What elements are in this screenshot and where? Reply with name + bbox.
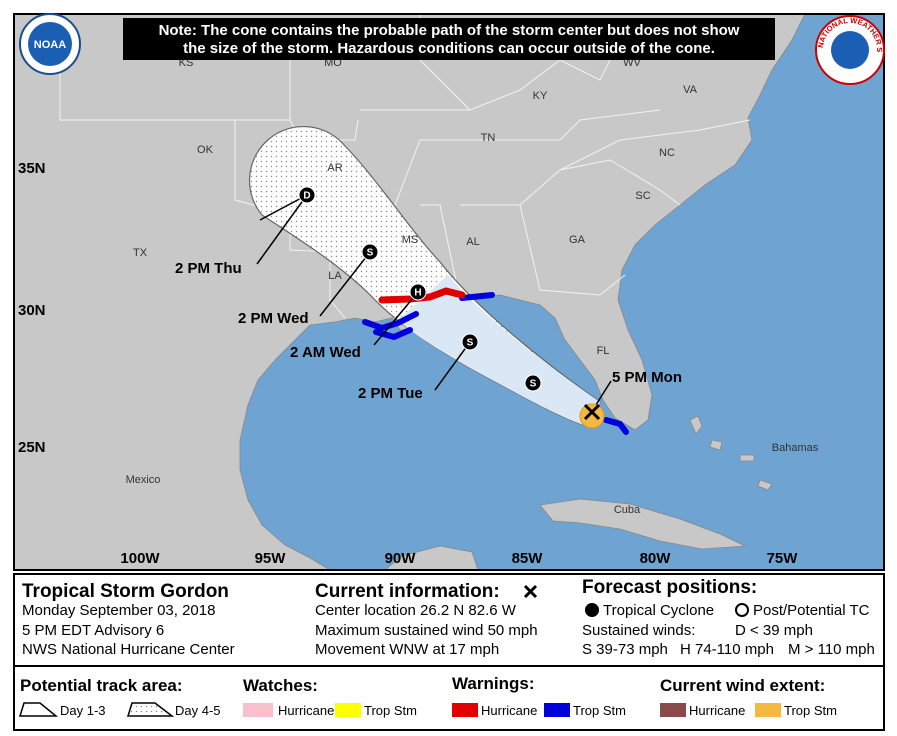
day45-icon [126,702,175,717]
forecast-time: 5 PM Mon [612,369,682,386]
forecast-time: 2 PM Tue [358,385,423,402]
wind-extent [579,403,605,429]
forecast-time: 2 PM Wed [238,310,309,327]
forecast-time: 2 PM Thu [175,260,242,277]
forecast-point [461,333,479,351]
storm-advisory: 5 PM EDT Advisory 6 [22,622,164,639]
longitude-label: 90W [385,550,417,567]
place-label: Bahamas [772,442,819,454]
latitude-label: 35N [18,160,46,177]
forecast-point-label: H [414,288,421,299]
watch-tropstm: Trop Stm [364,703,417,718]
wind-tropstm-swatch [755,703,781,717]
place-label: SC [635,190,650,202]
forecast-tc: Tropical Cyclone [603,602,714,619]
bahamas [689,415,773,491]
forecast-point [409,283,427,301]
note: Note: The cone contains the probable pat… [159,22,740,39]
hurricane-warning [378,287,466,304]
longitude-label: 80W [640,550,672,567]
place-label: GA [569,234,586,246]
tc-symbol [585,603,599,617]
watch-hurricane-swatch [243,703,273,717]
forecast-point [524,374,542,392]
forecast-point-label: S [530,379,537,390]
map-frame [13,13,885,571]
place-label: KY [533,90,548,102]
current-symbol [523,584,538,599]
warning-hurricane: Hurricane [481,703,537,718]
place-label: OK [197,144,214,156]
warning-tropstm-swatch [544,703,570,717]
noaa-logo: NOAA [19,13,81,75]
warning-hurricane-swatch [452,703,478,717]
storm-name: Tropical Storm Gordon [22,581,229,602]
warning-tropstm: Trop Stm [573,703,626,718]
noaa-text: NOAA [34,39,66,51]
wind-s: S 39-73 mph [582,641,668,658]
place-label: VA [683,84,698,96]
place-label: TX [133,247,148,259]
day13: Day 1-3 [60,703,106,718]
watch-hurricane: Hurricane [278,703,334,718]
legend-panel [13,573,885,731]
current-title: Current information: [315,581,500,602]
place-label: Mexico [126,474,161,486]
current-line: Maximum sustained wind 50 mph [315,622,538,639]
forecast-title: Forecast positions: [582,577,757,598]
wind-hurricane: Hurricane [689,703,745,718]
place-label: NC [659,147,675,159]
current-position [583,403,601,421]
forecast-point-label: S [467,338,474,349]
place-label: FL [597,345,610,357]
latitude-label: 30N [18,302,46,319]
storm-date: Monday September 03, 2018 [22,602,215,619]
cone-day-1-3 [398,275,600,428]
longitude-label: 95W [255,550,287,567]
forecast-point [298,186,316,204]
place-label: MS [402,234,419,246]
latitude-label: 25N [18,439,46,456]
wind-h: H 74-110 mph [680,641,774,658]
day45: Day 4-5 [175,703,221,718]
warnings-title: Warnings: [452,674,534,693]
wind-m: M > 110 mph [788,641,875,658]
post-tc-symbol [735,603,749,617]
leaders [256,194,612,409]
forecast-time: 2 AM Wed [290,344,361,361]
watch-tropstm-swatch [335,703,361,717]
forecast-point-label: S [367,248,374,259]
forecast-post: Post/Potential TC [753,602,870,619]
day13-icon [18,702,59,717]
current-line: Movement WNW at 17 mph [315,641,499,658]
wind-tropstm: Trop Stm [784,703,837,718]
track-title: Potential track area: [20,676,183,695]
yucatan [384,545,479,570]
place-label: AR [327,162,342,174]
note-box [123,18,775,60]
place-label: AL [466,236,479,248]
note: the size of the storm. Hazardous conditi… [183,40,715,57]
longitude-label: 100W [120,550,160,567]
cuba [539,498,747,550]
watches-title: Watches: [243,676,318,695]
storm-source: NWS National Hurricane Center [22,641,235,658]
longitude-label: 85W [512,550,544,567]
current-line: Center location 26.2 N 82.6 W [315,602,517,619]
place-label: LA [328,270,342,282]
longitude-label: 75W [767,550,799,567]
winds-title: Sustained winds: [582,622,695,639]
wind-hurricane-swatch [660,703,686,717]
wind-title: Current wind extent: [660,676,825,695]
forecast-point-label: D [303,191,310,202]
wind-d: D < 39 mph [735,622,813,639]
forecast-point [361,243,379,261]
place-label: TN [481,132,496,144]
place-label: Cuba [614,504,641,516]
